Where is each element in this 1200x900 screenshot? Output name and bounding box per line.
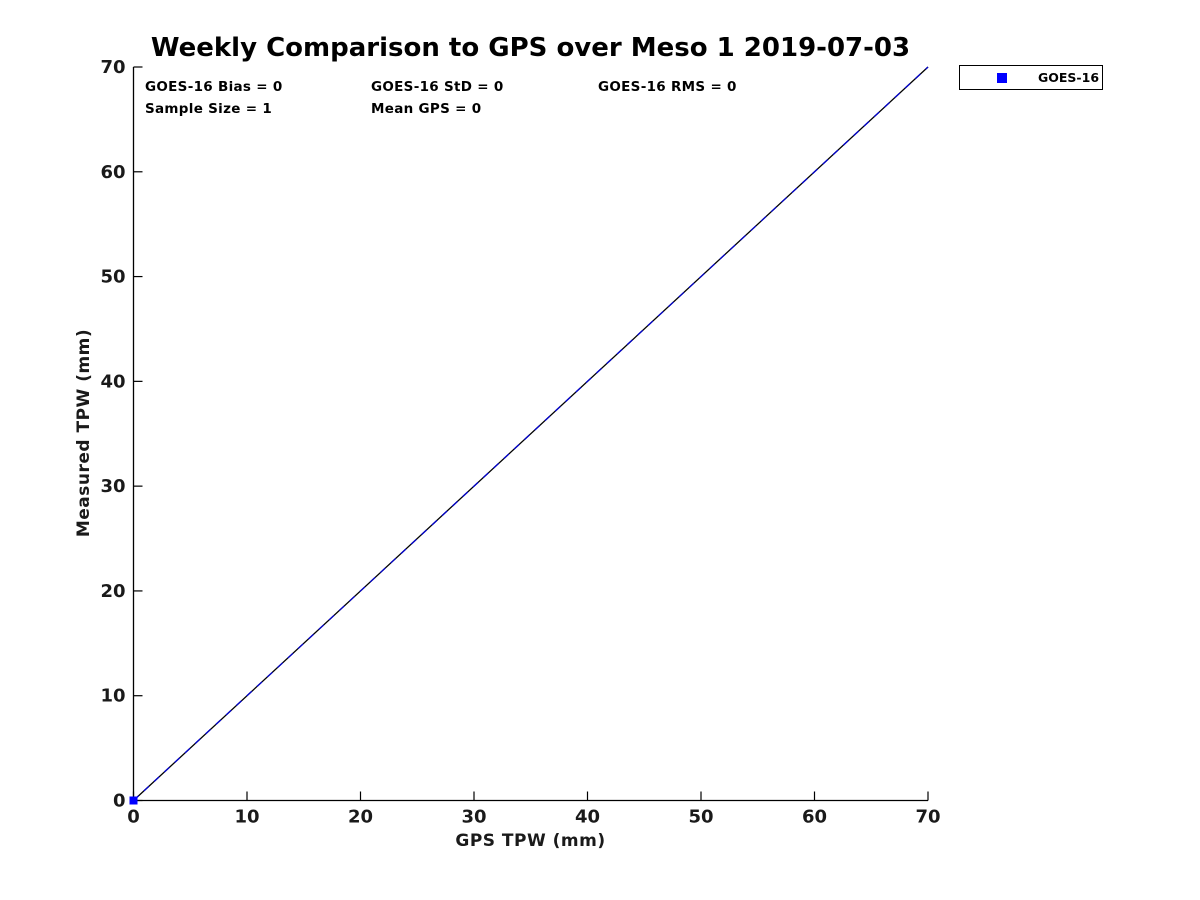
y-tick-label: 50 (100, 267, 125, 288)
x-axis-label: GPS TPW (mm) (455, 831, 606, 851)
fit-line (133, 66, 929, 801)
stat-mean-gps: Mean GPS = 0 (371, 101, 482, 117)
stat-sample-size: Sample Size = 1 (145, 101, 273, 117)
y-axis-label: Measured TPW (mm) (74, 328, 94, 538)
x-tick-label: 0 (127, 807, 140, 828)
x-tick-label: 70 (915, 807, 940, 828)
y-tick-label: 70 (100, 57, 125, 78)
y-tick-label: 20 (100, 581, 125, 602)
legend-label: GOES-16 (1038, 70, 1100, 85)
data-point (129, 796, 138, 805)
y-tick-label: 0 (113, 791, 126, 812)
x-tick-label: 10 (234, 807, 259, 828)
legend: GOES-16 (959, 65, 1103, 90)
x-tick-label: 40 (575, 807, 600, 828)
x-tick-label: 50 (688, 807, 713, 828)
stat-bias: GOES-16 Bias = 0 (145, 79, 283, 95)
chart-title: Weekly Comparison to GPS over Meso 1 201… (150, 33, 911, 63)
y-tick-label: 60 (100, 162, 125, 183)
y-tick-label: 10 (100, 686, 125, 707)
x-tick-label: 30 (461, 807, 486, 828)
legend-marker-square (997, 72, 1007, 83)
identity-line (133, 66, 929, 801)
y-tick-label: 30 (100, 476, 125, 497)
y-tick-label: 40 (100, 371, 125, 392)
stat-rms: GOES-16 RMS = 0 (598, 79, 737, 95)
x-tick-label: 20 (348, 807, 373, 828)
x-tick-label: 60 (802, 807, 827, 828)
stat-std: GOES-16 StD = 0 (371, 79, 504, 95)
